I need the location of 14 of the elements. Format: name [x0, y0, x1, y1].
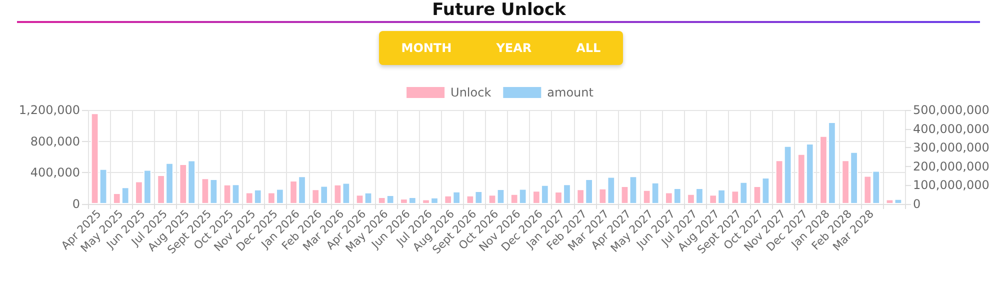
- y-tick-label: 1,200,000: [18, 103, 80, 117]
- y-tick-label: 800,000: [30, 134, 80, 148]
- y-tick-label: 400,000: [30, 166, 80, 180]
- legend-label: Unlock: [450, 86, 492, 100]
- y2-tick-label: 0: [913, 197, 921, 211]
- chart-title: Future Unlock: [431, 0, 567, 20]
- y-tick-label: 0: [72, 197, 80, 211]
- y2-tick-label: 300,000,000: [913, 140, 990, 155]
- y2-tick-label: 400,000,000: [913, 122, 990, 136]
- button-group: MONTH YEAR ALL: [379, 31, 623, 65]
- y2-tick-label: 100,000,000: [913, 178, 990, 192]
- legend-label: amount: [547, 86, 594, 100]
- y2-tick-label: 200,000,000: [913, 159, 990, 174]
- y2-tick-label: 500,000,000: [913, 103, 990, 117]
